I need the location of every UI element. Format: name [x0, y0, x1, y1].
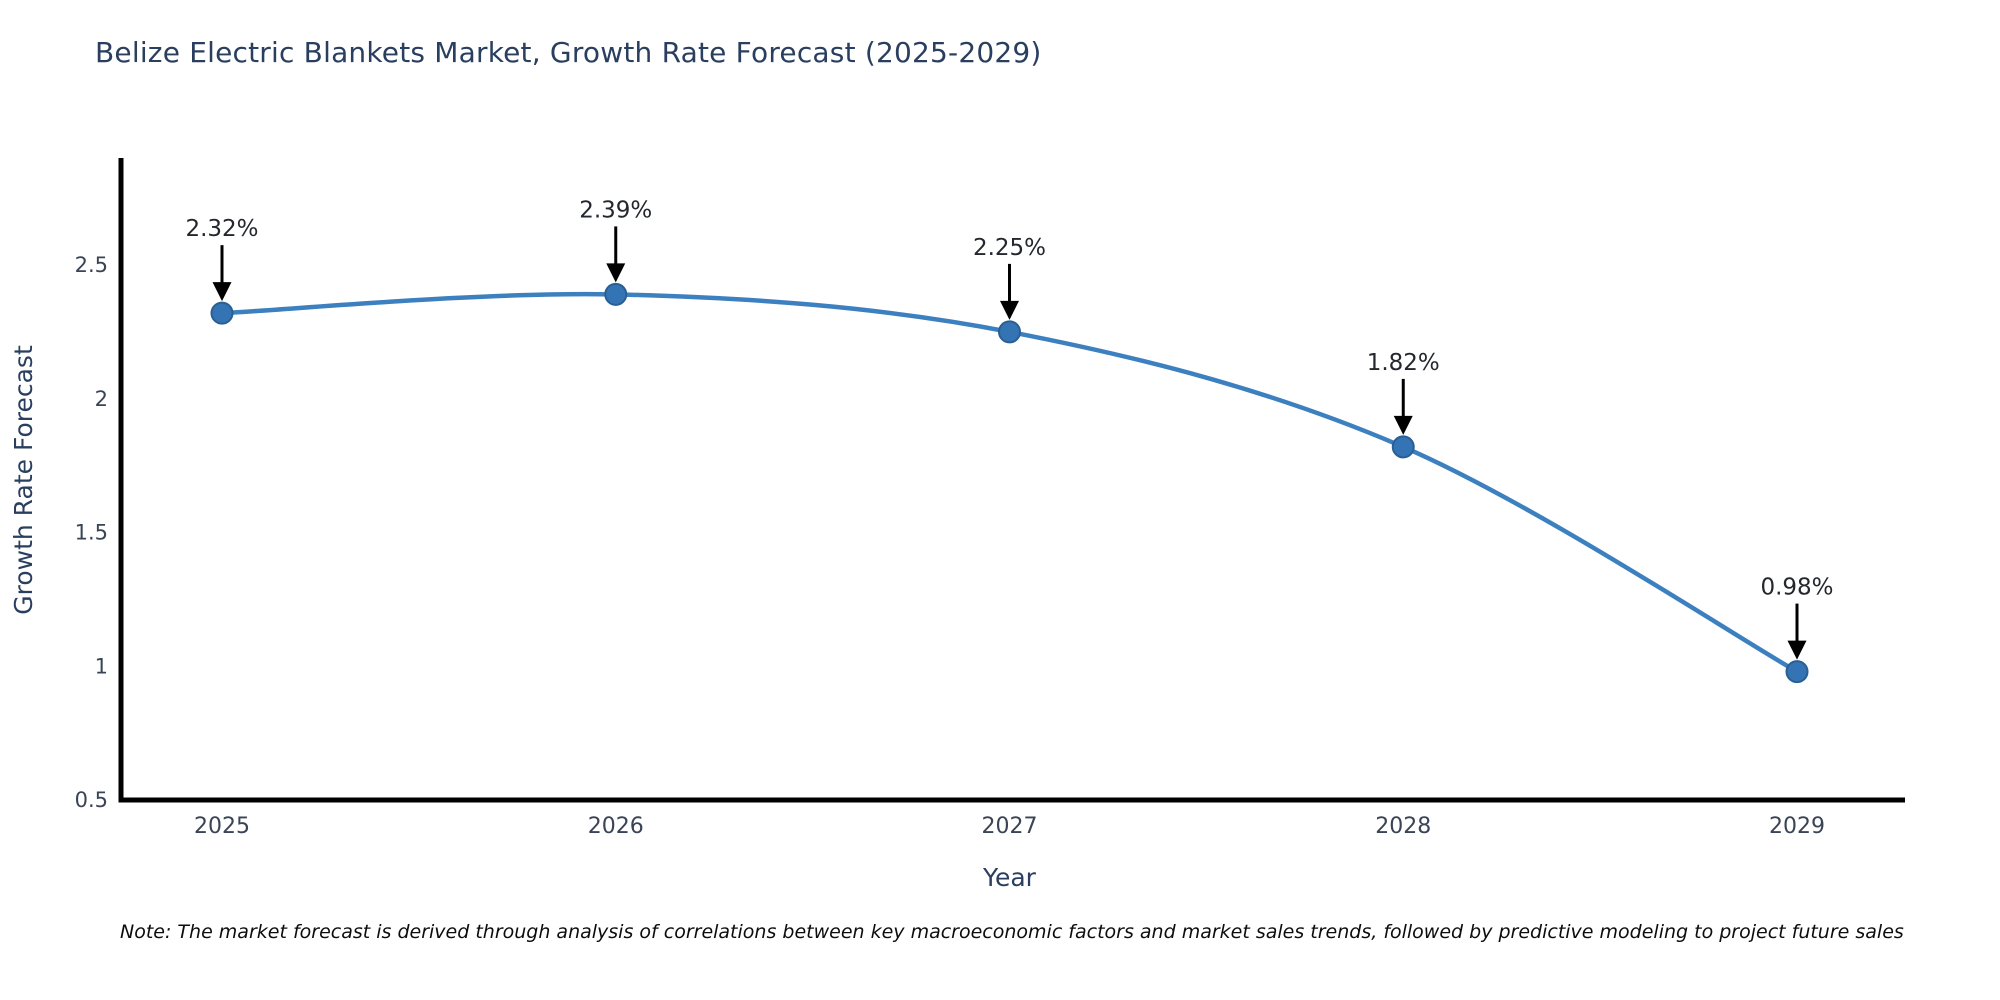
point-value-label: 2.39% — [579, 197, 652, 223]
x-tick-label: 2027 — [982, 814, 1038, 839]
point-value-label: 2.25% — [973, 235, 1046, 261]
data-point-2029 — [1785, 660, 1809, 684]
y-tick-label: 2.5 — [75, 253, 108, 277]
x-axis-title: Year — [982, 863, 1037, 892]
annotation-arrow-head — [1000, 300, 1019, 320]
annotation-arrow-head — [606, 263, 626, 283]
data-point-2028 — [1391, 435, 1415, 459]
y-tick-label: 1 — [95, 654, 108, 678]
growth-rate-line — [219, 291, 1800, 674]
annotation-arrow-head — [1393, 415, 1413, 435]
footnote: Note: The market forecast is derived thr… — [120, 921, 1904, 943]
x-tick-label: 2026 — [588, 814, 644, 839]
y-axis-title: Growth Rate Forecast — [9, 345, 38, 615]
data-point-2025 — [210, 301, 234, 325]
point-value-label: 1.82% — [1367, 350, 1440, 376]
x-tick-label: 2028 — [1375, 814, 1431, 839]
point-value-label: 2.32% — [185, 216, 258, 242]
data-point-2026 — [604, 282, 628, 306]
data-point-2027 — [998, 320, 1021, 344]
y-tick-label: 1.5 — [75, 521, 108, 545]
y-tick-label: 2 — [95, 387, 108, 411]
x-tick-label: 2025 — [194, 814, 250, 839]
chart-title: Belize Electric Blankets Market, Growth … — [95, 36, 1042, 69]
annotation-arrow-head — [1787, 640, 1807, 660]
x-tick-label: 2029 — [1769, 814, 1825, 839]
annotation-arrow-head — [212, 282, 232, 302]
point-value-label: 0.98% — [1760, 575, 1833, 601]
y-tick-label: 0.5 — [75, 788, 108, 812]
